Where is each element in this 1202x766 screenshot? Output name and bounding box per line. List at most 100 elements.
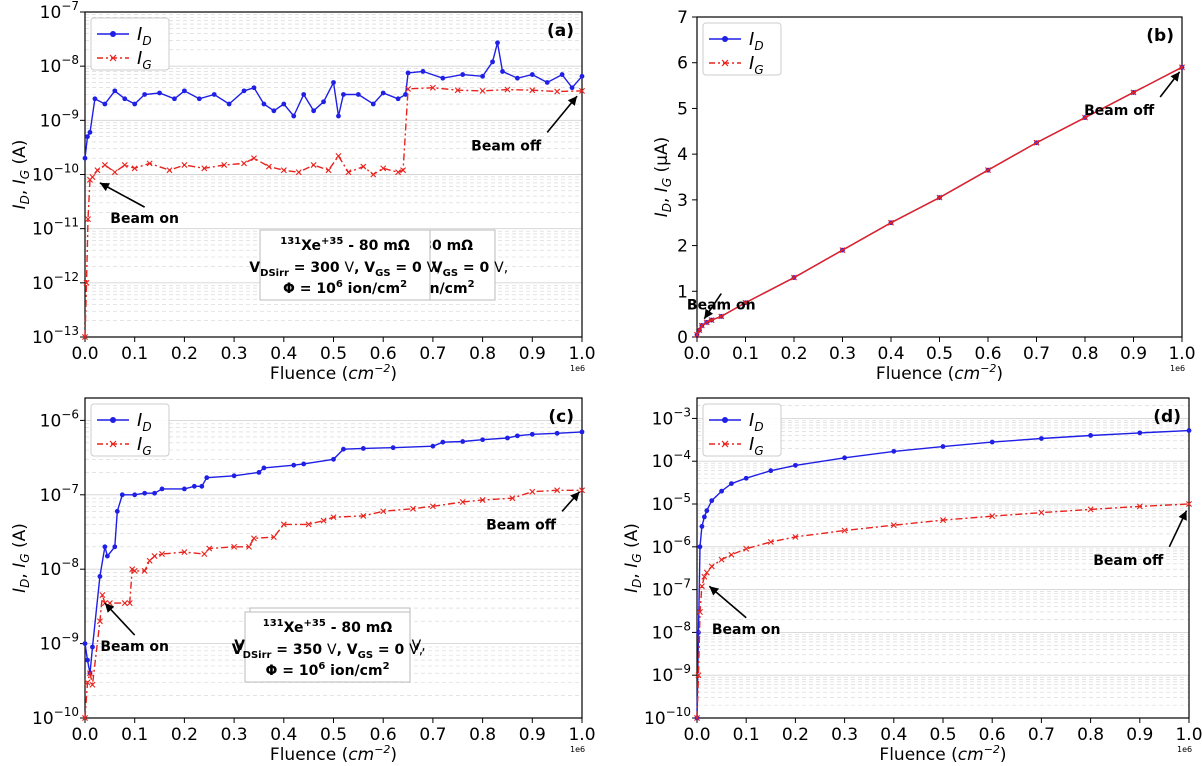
x-tick-label: 0.1 xyxy=(732,344,759,364)
data-point-marker xyxy=(579,87,585,94)
data-point-marker xyxy=(509,495,516,502)
data-point-marker xyxy=(791,274,797,281)
y-tick-exponent: −6 xyxy=(61,407,79,421)
beam-off-annotation: Beam off xyxy=(1084,71,1181,119)
x-tick-label: 0.4 xyxy=(880,725,907,745)
fluence-unit: ion/cm xyxy=(343,281,400,297)
data-point-marker xyxy=(126,600,133,607)
panel-a: 0.0 0.1 0.2 0.3 0.4 0.5 0.6 0.7 0.8 0.9 1.010−1310… xyxy=(10,0,596,384)
legend-label: IG xyxy=(137,434,152,458)
y-label-sep: , xyxy=(10,568,30,579)
vds-unit: V xyxy=(345,260,355,276)
data-point-marker xyxy=(345,169,352,176)
legend-label-sub: G xyxy=(754,444,763,458)
y-tick-base: 10 xyxy=(40,57,62,77)
data-point-marker xyxy=(768,468,774,474)
data-point-marker xyxy=(695,672,702,679)
legend-label-main: I xyxy=(137,410,142,431)
legend-label-main: I xyxy=(137,434,142,455)
legend-marker xyxy=(110,417,116,423)
y-tick-label: 6 xyxy=(677,54,688,74)
vgs-subscript: GS xyxy=(375,268,390,279)
data-point-marker xyxy=(440,439,446,445)
data-point-marker xyxy=(696,608,703,615)
data-point-marker xyxy=(430,443,436,449)
x-offset-text: 1e6 xyxy=(1177,745,1192,754)
data-point-marker xyxy=(842,455,847,461)
y-label-unit: (μA) xyxy=(652,137,672,178)
data-point-marker xyxy=(211,92,217,97)
data-point-marker xyxy=(265,163,272,170)
x-tick-label: 0.1 xyxy=(733,725,760,745)
data-point-marker xyxy=(559,72,565,77)
y-tick-base: 10 xyxy=(40,111,62,131)
x-tick-label: 0.2 xyxy=(780,344,807,364)
legend-box xyxy=(702,403,782,457)
data-point-marker xyxy=(709,498,715,504)
data-point-marker xyxy=(989,439,995,445)
x-tick-label: 0.3 xyxy=(829,344,856,364)
y-tick-label: 3 xyxy=(677,191,688,211)
y-label-unit: (A) xyxy=(10,523,30,553)
data-point-marker xyxy=(405,85,412,92)
vds-symbol: V xyxy=(234,638,245,654)
data-point-marker xyxy=(112,88,118,94)
data-point-marker xyxy=(94,167,101,174)
y-tick-label: 10−10 xyxy=(32,162,79,186)
data-point-marker xyxy=(429,84,436,91)
data-point-marker xyxy=(479,497,486,504)
x-offset-text: 1e6 xyxy=(570,745,585,754)
data-point-marker xyxy=(182,486,187,492)
data-point-marker xyxy=(743,545,750,552)
y-tick-exponent: −10 xyxy=(666,705,691,719)
data-point-marker xyxy=(89,173,96,180)
y-label-i: I xyxy=(622,588,642,593)
y-tick-base: 10 xyxy=(32,166,54,186)
data-point-marker xyxy=(480,73,485,79)
data-point-marker xyxy=(226,101,232,107)
y-axis-label: ID, IG (A) xyxy=(622,523,644,593)
y-tick-label: 10−9 xyxy=(40,631,79,655)
y-tick-label: 10−7 xyxy=(652,577,691,601)
y-label-sep: , xyxy=(622,568,642,579)
data-point-marker xyxy=(699,523,705,529)
data-point-marker xyxy=(142,92,148,97)
data-point-marker xyxy=(241,160,248,167)
y-tick-base: 10 xyxy=(652,452,674,472)
data-point-marker xyxy=(196,96,202,102)
x-tick-label: 1.0 xyxy=(568,725,595,745)
fluence-exponent: 6 xyxy=(336,279,343,290)
x-tick-label: 0.9 xyxy=(1126,725,1153,745)
legend-label: IG xyxy=(749,434,764,458)
fluence-unit-exponent: 2 xyxy=(468,279,475,290)
x-tick-label: 1.0 xyxy=(1168,344,1195,364)
legend-label-sub: G xyxy=(142,444,151,458)
vgs-symbol: V xyxy=(432,260,443,276)
data-point-marker xyxy=(1087,506,1094,513)
x-label-exponent: −2 xyxy=(984,743,1000,756)
y-label-sub: D xyxy=(18,579,32,588)
y-tick-base: 10 xyxy=(652,538,674,558)
data-point-marker xyxy=(121,600,128,607)
x-tick-label: 0.8 xyxy=(1071,344,1098,364)
data-point-marker xyxy=(82,641,88,646)
data-point-marker xyxy=(1186,501,1192,508)
legend-label-main: I xyxy=(749,410,754,431)
annotation-arrow-head xyxy=(709,586,720,596)
data-point-marker xyxy=(989,513,996,520)
x-label-unit: cm xyxy=(954,364,980,384)
x-tick-label: 0.4 xyxy=(270,344,297,364)
data-point-marker xyxy=(87,129,93,135)
info-ion-line: 131Xe+35 - 80 mΩ xyxy=(263,618,393,636)
data-point-marker xyxy=(246,543,252,550)
annotation-arrow-head xyxy=(570,491,580,502)
legend-label: IG xyxy=(749,53,764,77)
data-point-marker xyxy=(410,505,417,512)
data-point-marker xyxy=(271,108,277,114)
data-point-marker xyxy=(579,487,585,494)
data-point-marker xyxy=(280,167,287,174)
x-label-close: ) xyxy=(1000,745,1007,765)
y-tick-exponent: −9 xyxy=(61,107,79,121)
x-label-text: Fluence ( xyxy=(270,745,348,765)
legend-marker xyxy=(722,417,728,423)
